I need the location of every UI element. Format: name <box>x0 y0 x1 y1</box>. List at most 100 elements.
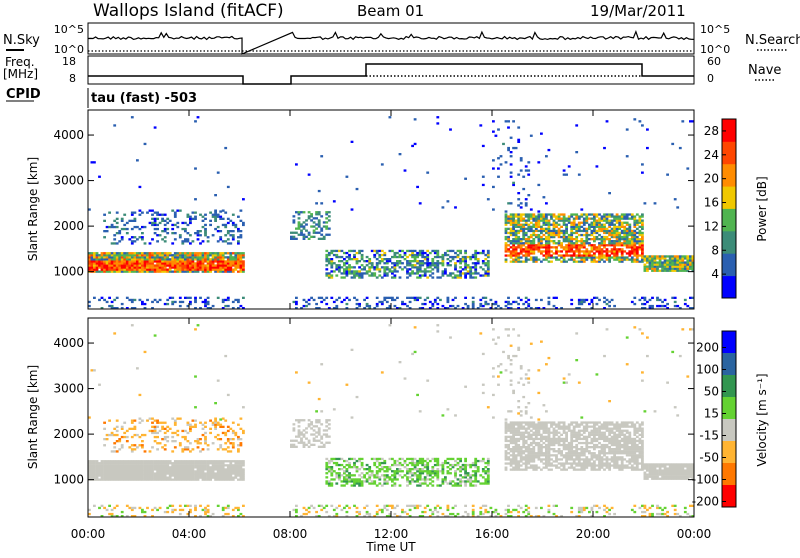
power-cell <box>318 213 321 215</box>
power-cell <box>568 240 571 242</box>
power-cell <box>628 252 631 254</box>
power-cell <box>535 256 538 258</box>
power-cell <box>447 254 450 256</box>
velocity-cell <box>522 438 525 440</box>
power-cell <box>166 252 169 254</box>
power-cell <box>204 230 207 232</box>
power-cell <box>593 259 596 261</box>
power-cell <box>298 234 301 236</box>
power-cell <box>179 264 182 266</box>
power-cell <box>472 254 475 256</box>
velocity-cell <box>149 418 152 420</box>
velocity-cell <box>174 460 177 462</box>
power-cell <box>525 238 528 240</box>
power-cell <box>517 303 520 305</box>
velocity-cell <box>570 464 573 466</box>
velocity-cell <box>141 464 144 466</box>
velocity-cell <box>558 423 561 425</box>
power-cell <box>222 260 225 262</box>
velocity-cell <box>179 470 182 472</box>
power-cell <box>234 264 237 266</box>
power-cell <box>507 303 510 305</box>
velocity-cell <box>563 440 566 442</box>
power-cell <box>409 274 412 276</box>
power-cell <box>474 258 477 260</box>
power-cell <box>512 259 515 261</box>
velocity-cell <box>141 440 144 442</box>
velocity-cell <box>159 468 162 470</box>
power-cell <box>477 258 480 260</box>
power-cell <box>492 120 495 122</box>
velocity-cell <box>482 482 485 484</box>
power-cell <box>628 226 631 228</box>
power-cell <box>563 218 566 220</box>
power-cell <box>227 297 230 299</box>
power-cell <box>548 261 551 263</box>
velocity-cell <box>545 432 548 434</box>
velocity-cell <box>510 450 513 452</box>
power-cell <box>224 256 227 258</box>
power-cell <box>563 224 566 226</box>
power-cell <box>383 268 386 270</box>
power-cell <box>184 228 187 230</box>
power-cell <box>568 250 571 252</box>
power-cell <box>532 248 535 250</box>
velocity-cell <box>118 440 121 442</box>
velocity-cell <box>176 430 179 432</box>
power-cell <box>583 252 586 254</box>
power-cell <box>414 272 417 274</box>
power-colorbar-tick-label: 8 <box>711 243 719 257</box>
velocity-cell <box>174 462 177 464</box>
velocity-cell <box>166 436 169 438</box>
velocity-cell <box>320 446 323 448</box>
velocity-cell <box>383 480 386 482</box>
power-cell <box>325 213 328 215</box>
power-cell <box>548 238 551 240</box>
velocity-cell <box>212 422 215 424</box>
power-cell <box>686 261 689 263</box>
power-cell <box>659 261 662 263</box>
velocity-cell <box>240 468 243 470</box>
velocity-cell <box>517 432 520 434</box>
power-cell <box>240 252 243 254</box>
power-cell <box>631 215 634 217</box>
power-cell <box>141 212 144 214</box>
power-cell <box>603 226 606 228</box>
velocity-cell <box>563 448 566 450</box>
power-cell <box>232 252 235 254</box>
velocity-cell <box>429 478 432 480</box>
power-cell <box>591 226 594 228</box>
power-cell <box>611 215 614 217</box>
velocity-cell <box>184 430 187 432</box>
power-cell <box>545 254 548 256</box>
power-cell <box>343 252 346 254</box>
velocity-cell <box>121 426 124 428</box>
velocity-cell <box>214 426 217 428</box>
power-cell <box>156 234 159 236</box>
power-cell <box>676 261 679 263</box>
power-cell <box>101 266 104 268</box>
power-colorbar-tick-label: 20 <box>704 172 719 186</box>
power-cell <box>565 248 568 250</box>
velocity-cell <box>189 468 192 470</box>
velocity-cell <box>482 470 485 472</box>
frequency-panel-frame <box>88 56 694 84</box>
velocity-cell <box>505 432 508 434</box>
power-cell <box>684 266 687 268</box>
power-cell <box>333 250 336 252</box>
velocity-cell <box>197 472 200 474</box>
power-cell <box>626 218 629 220</box>
power-cell <box>242 260 245 262</box>
power-cell <box>424 268 427 270</box>
power-cell <box>540 246 543 248</box>
power-cell <box>568 242 571 244</box>
power-cell <box>525 242 528 244</box>
power-cell <box>447 297 450 299</box>
power-cell <box>659 264 662 266</box>
power-cell <box>681 270 684 272</box>
power-cell <box>318 190 321 192</box>
velocity-cell <box>113 474 116 476</box>
velocity-cell <box>469 478 472 480</box>
power-cell <box>219 252 222 254</box>
power-cell <box>578 246 581 248</box>
